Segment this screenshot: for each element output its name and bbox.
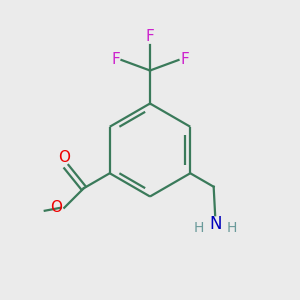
Text: F: F — [111, 52, 120, 68]
Text: F: F — [146, 29, 154, 44]
Text: F: F — [180, 52, 189, 68]
Text: N: N — [209, 215, 221, 233]
Text: H: H — [226, 221, 237, 235]
Text: O: O — [50, 200, 62, 215]
Text: O: O — [58, 150, 70, 165]
Text: H: H — [194, 221, 204, 235]
